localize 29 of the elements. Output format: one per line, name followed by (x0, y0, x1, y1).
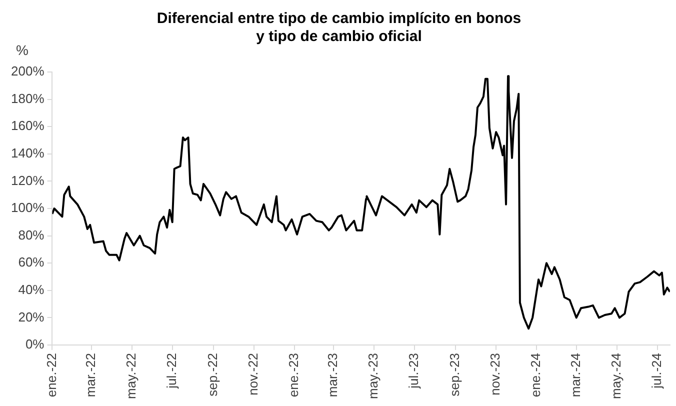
y-tick-label: 80% (18, 227, 45, 242)
chart-title: Diferencial entre tipo de cambio implícito en bonos y tipo de cambio oficial (156, 10, 522, 46)
y-axis-title: % (16, 42, 28, 58)
x-tick-label: mar.-24 (568, 353, 583, 398)
y-tick-label: 20% (18, 309, 45, 324)
x-tick-label: mar.-22 (82, 353, 98, 398)
x-tick-label: jul.-23 (406, 353, 422, 390)
x-tick-label: nov.-22 (246, 353, 261, 396)
y-tick-label: 40% (18, 282, 45, 297)
x-tick-label: ene.-23 (286, 353, 301, 398)
y-tick-label: 140% (11, 145, 45, 160)
x-tick-label: may.-24 (608, 353, 624, 400)
y-tick-label: 200% (11, 64, 45, 79)
x-tick-label: jul.-22 (164, 353, 179, 390)
y-tick-label: 0% (25, 336, 45, 352)
x-tick-label: jul.-24 (648, 353, 664, 390)
x-tick-label: may.-22 (123, 353, 138, 400)
y-tick-label: 120% (11, 172, 45, 188)
y-tick-label: 160% (11, 118, 45, 134)
y-tick-label: 180% (11, 90, 45, 106)
y-tick-label: 60% (18, 254, 45, 270)
x-tick-label: ene.-24 (528, 353, 544, 398)
x-tick-label: may.-23 (366, 353, 381, 400)
x-tick-label: ene.-22 (44, 353, 59, 398)
x-tick-label: sep.-23 (447, 353, 462, 396)
y-tick-label: 100% (11, 200, 45, 216)
x-tick-label: mar.-23 (325, 353, 340, 398)
x-tick-label: nov.-23 (488, 353, 503, 396)
x-tick-label: sep.-22 (205, 353, 220, 396)
